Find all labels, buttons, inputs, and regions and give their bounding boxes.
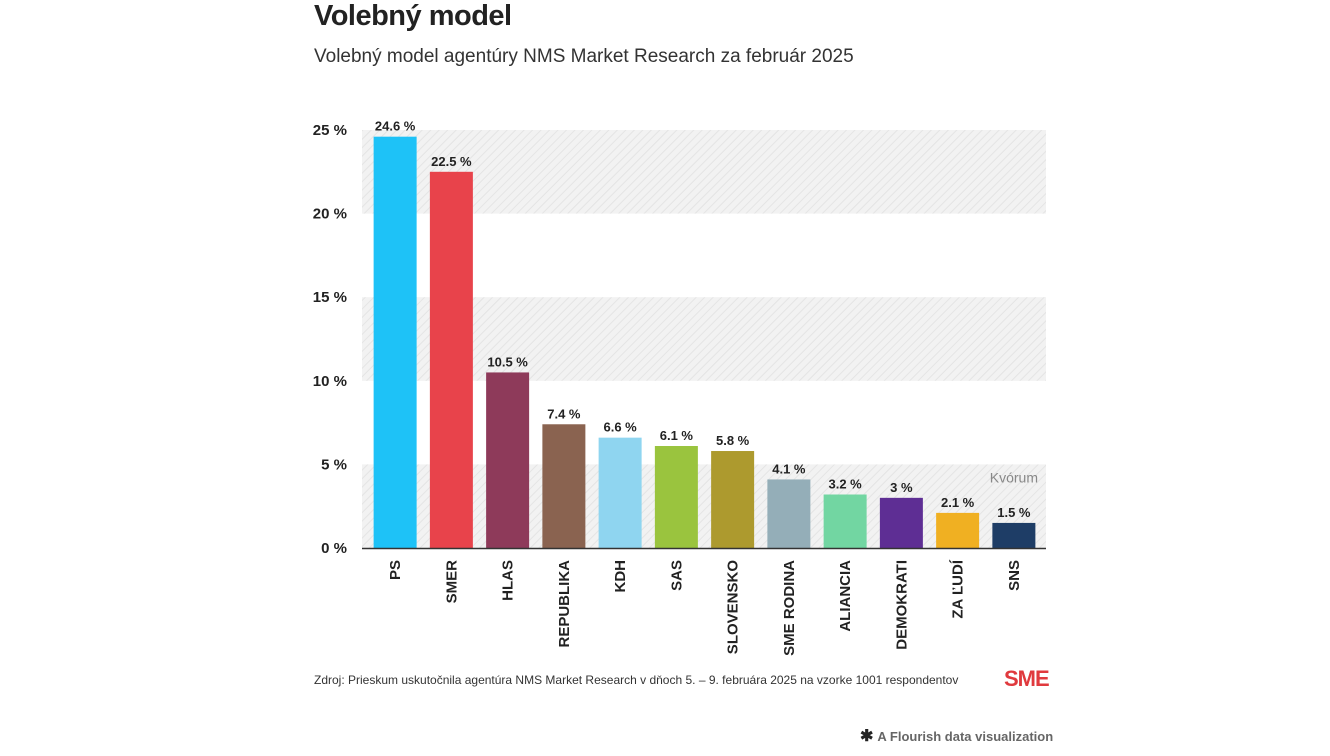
bar-value-label: 5.8 % [716,433,750,448]
y-tick-label: 15 % [313,289,347,306]
bar-value-label: 2.1 % [941,495,975,510]
x-tick-label: SNS [1006,560,1023,591]
bar [429,171,473,549]
x-tick-label: HLAS [500,560,517,601]
bar-value-label: 6.1 % [660,428,694,443]
bar [542,424,586,548]
bar [992,522,1036,548]
bar [486,372,530,548]
x-tick-label: DEMOKRATI [893,560,910,650]
bar-value-label: 24.6 % [375,119,416,134]
bar [711,451,755,548]
bar [879,497,923,548]
bar [598,437,642,548]
bar [767,479,811,548]
x-tick-label: SAS [668,560,685,591]
grid-band [362,130,1046,214]
threshold-label: Kvórum [990,469,1038,485]
chart-subtitle: Volebný model agentúry NMS Market Resear… [314,46,854,67]
grid-band [362,464,1046,548]
bar [654,446,698,548]
bar-value-label: 3 % [890,480,913,495]
bar-chart: Kvórum 0 % 5 % 10 % 15 % 20 % 25 % 24.6 % 22.5… [313,119,1046,656]
x-tick-label: SLOVENSKO [725,560,742,655]
flourish-credit-link[interactable]: ✱ A Flourish data visualization [860,726,1053,746]
bar-value-label: 3.2 % [829,476,863,491]
flourish-star-icon: ✱ [860,728,874,745]
sme-logo: SME [1004,666,1050,691]
bar [936,512,980,548]
source-note: Zdroj: Prieskum uskutočnila agentúra NMS… [314,673,959,687]
bar-value-label: 6.6 % [604,420,638,435]
x-tick-label: SMER [443,560,460,604]
bar [373,136,417,549]
y-tick-label: 0 % [321,540,347,557]
chart-title: Volebný model [314,0,512,32]
x-tick-label: ZA ĽUDÍ [950,559,967,618]
x-tick-label: KDH [612,560,629,593]
x-tick-label: SME RODINA [781,560,798,656]
bar-value-label: 1.5 % [997,505,1031,520]
y-tick-label: 25 % [313,122,347,139]
bar-value-label: 4.1 % [772,461,806,476]
x-tick-label: ALIANCIA [837,560,854,632]
grid-band [362,297,1046,381]
bar-value-label: 10.5 % [487,354,528,369]
y-tick-label: 20 % [313,206,347,223]
flourish-credit-label: A Flourish data visualization [877,728,1054,744]
bar-value-label: 7.4 % [547,406,581,421]
x-tick-label: REPUBLIKA [556,560,573,648]
y-tick-label: 5 % [321,456,347,473]
x-tick-label: PS [387,560,404,580]
bar [823,494,867,548]
bar-value-label: 22.5 % [431,154,472,169]
y-tick-label: 10 % [313,373,347,390]
